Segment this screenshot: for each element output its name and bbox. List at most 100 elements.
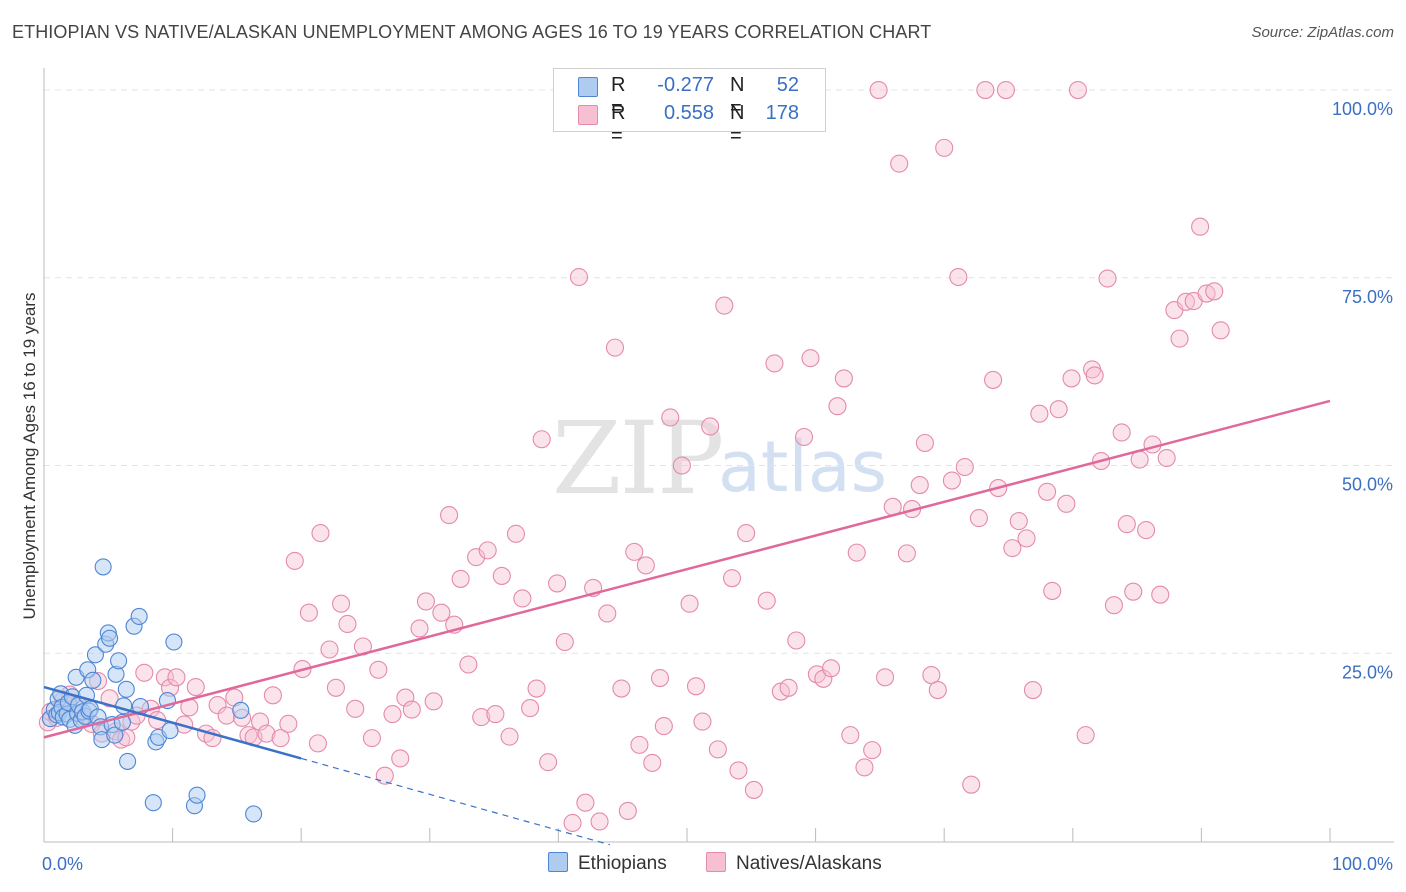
legend-item-ethiopians[interactable]: Ethiopians bbox=[548, 852, 667, 875]
natives-point bbox=[479, 542, 496, 559]
natives-point bbox=[613, 680, 630, 697]
n-value: 178 bbox=[759, 102, 799, 125]
natives-point bbox=[533, 431, 550, 448]
natives-point bbox=[637, 557, 654, 574]
natives-point bbox=[681, 595, 698, 612]
natives-point bbox=[570, 269, 587, 286]
natives-point bbox=[363, 730, 380, 747]
natives-point bbox=[943, 472, 960, 489]
natives-point bbox=[549, 575, 566, 592]
natives-point bbox=[662, 409, 679, 426]
r-label: R = bbox=[611, 102, 625, 148]
y-tick-label: 25.0% bbox=[1342, 662, 1393, 682]
n-value: 52 bbox=[759, 74, 799, 97]
natives-point bbox=[1058, 495, 1075, 512]
natives-point bbox=[333, 595, 350, 612]
natives-point bbox=[977, 82, 994, 99]
natives-swatch bbox=[578, 105, 598, 125]
natives-point bbox=[300, 604, 317, 621]
natives-point bbox=[916, 434, 933, 451]
natives-point bbox=[507, 525, 524, 542]
scatter-plot: 25.0%50.0%75.0%100.0%0.0% 100.0% bbox=[0, 0, 1406, 892]
natives-swatch bbox=[706, 852, 726, 872]
natives-point bbox=[745, 781, 762, 798]
natives-point bbox=[716, 297, 733, 314]
natives-point bbox=[950, 269, 967, 286]
natives-point bbox=[514, 590, 531, 607]
natives-point bbox=[1024, 682, 1041, 699]
natives-point bbox=[673, 457, 690, 474]
natives-point bbox=[1031, 405, 1048, 422]
natives-point bbox=[738, 525, 755, 542]
natives-point bbox=[280, 715, 297, 732]
natives-point bbox=[376, 767, 393, 784]
natives-point bbox=[1044, 582, 1061, 599]
natives-point bbox=[864, 742, 881, 759]
natives-point bbox=[842, 727, 859, 744]
natives-point bbox=[452, 570, 469, 587]
natives-point bbox=[619, 802, 636, 819]
natives-point bbox=[911, 477, 928, 494]
natives-point bbox=[599, 605, 616, 622]
ethiopians-swatch bbox=[548, 852, 568, 872]
correlation-legend: R = -0.277 N = 52 R = 0.558 N = 178 bbox=[553, 68, 826, 132]
natives-point bbox=[694, 713, 711, 730]
natives-point bbox=[606, 339, 623, 356]
natives-point bbox=[709, 741, 726, 758]
x-tick-label: 100.0% bbox=[1332, 854, 1393, 874]
natives-point bbox=[168, 669, 185, 686]
natives-point bbox=[923, 667, 940, 684]
natives-point bbox=[347, 700, 364, 717]
natives-point bbox=[321, 641, 338, 658]
natives-point bbox=[264, 687, 281, 704]
natives-point bbox=[392, 750, 409, 767]
ethiopians-point bbox=[166, 634, 182, 650]
natives-point bbox=[766, 355, 783, 372]
natives-point bbox=[1050, 401, 1067, 418]
natives-point bbox=[309, 735, 326, 752]
natives-point bbox=[1158, 450, 1175, 467]
natives-point bbox=[956, 459, 973, 476]
natives-point bbox=[501, 728, 518, 745]
natives-point bbox=[644, 754, 661, 771]
natives-point bbox=[441, 507, 458, 524]
natives-point bbox=[577, 794, 594, 811]
natives-point bbox=[564, 814, 581, 831]
natives-point bbox=[556, 633, 573, 650]
natives-point bbox=[1105, 597, 1122, 614]
natives-point bbox=[1069, 82, 1086, 99]
y-axis-label: Unemployment Among Ages 16 to 19 years bbox=[20, 293, 40, 620]
natives-point bbox=[528, 680, 545, 697]
natives-point bbox=[891, 155, 908, 172]
natives-point bbox=[1125, 583, 1142, 600]
natives-point bbox=[1086, 367, 1103, 384]
ethiopians-point bbox=[131, 608, 147, 624]
natives-point bbox=[631, 736, 648, 753]
natives-point bbox=[724, 570, 741, 587]
natives-point bbox=[655, 718, 672, 735]
natives-point bbox=[417, 593, 434, 610]
natives-point bbox=[425, 693, 442, 710]
natives-point bbox=[1099, 270, 1116, 287]
natives-point bbox=[823, 660, 840, 677]
natives-point bbox=[591, 813, 608, 830]
natives-point bbox=[702, 418, 719, 435]
ethiopians-swatch bbox=[578, 77, 598, 97]
natives-point bbox=[856, 759, 873, 776]
natives-point bbox=[730, 762, 747, 779]
natives-point bbox=[411, 620, 428, 637]
natives-point bbox=[370, 661, 387, 678]
natives-point bbox=[286, 552, 303, 569]
natives-point bbox=[1018, 530, 1035, 547]
natives-point bbox=[997, 82, 1014, 99]
natives-point bbox=[1077, 727, 1094, 744]
natives-point bbox=[1010, 513, 1027, 530]
legend-label: Ethiopians bbox=[578, 853, 667, 874]
natives-point bbox=[1063, 370, 1080, 387]
natives-point bbox=[1144, 436, 1161, 453]
legend-item-natives[interactable]: Natives/Alaskans bbox=[706, 852, 882, 875]
natives-point bbox=[493, 567, 510, 584]
ethiopians-point bbox=[162, 723, 178, 739]
ethiopians-point bbox=[145, 795, 161, 811]
natives-point bbox=[626, 543, 643, 560]
